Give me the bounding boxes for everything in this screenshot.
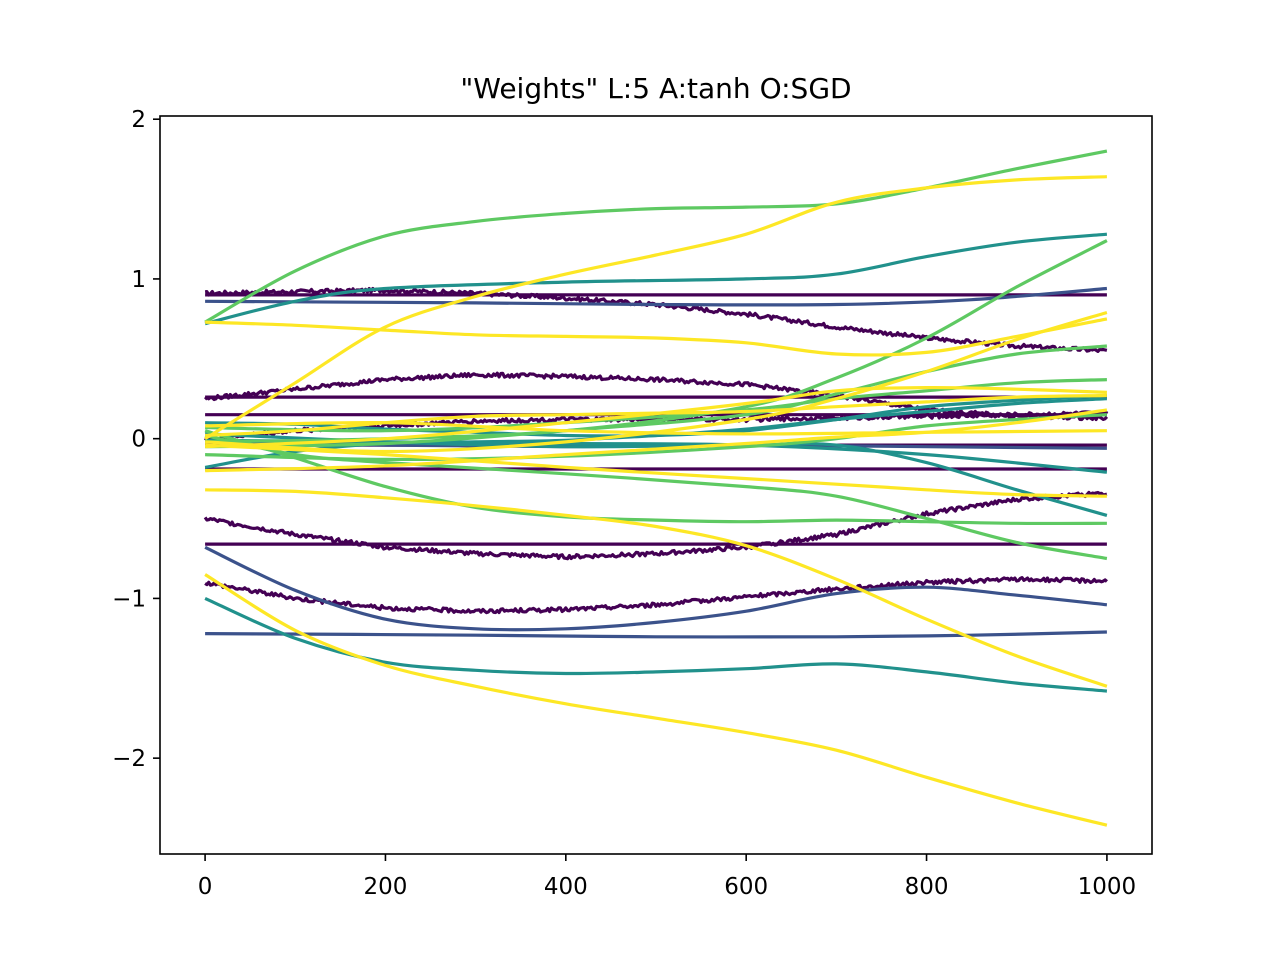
series-line-33 [205,393,1107,438]
series-line-31 [205,310,1108,454]
series-line-14 [205,630,1107,639]
series-line-16 [204,232,1108,326]
x-tick-label: 200 [364,874,408,900]
series-line-36 [205,443,1107,498]
x-tick-label: 400 [544,874,588,900]
x-axis: 0 200 400 600 800 1000 [198,854,1136,900]
y-tick-label: 1 [131,267,146,293]
y-tick-label: −1 [112,586,146,612]
y-axis: −2 −1 0 1 2 [112,107,160,772]
series-lines [203,149,1109,827]
series-line-27 [204,433,1108,561]
series-line-37 [205,488,1108,688]
series-line-3 [204,371,1109,422]
series-line-35 [205,408,1108,473]
series-line-38 [204,573,1108,827]
series-line-22 [204,149,1108,324]
x-tick-label: 0 [198,874,213,900]
series-line-30 [204,175,1107,441]
series-line-24 [205,344,1108,449]
series-line-28 [204,429,1107,526]
series-line-11 [204,576,1108,615]
series-line-26 [205,413,1107,462]
plot-frame [159,115,1153,855]
y-tick-label: −2 [112,746,146,772]
x-tick-label: 1000 [1078,874,1137,900]
x-tick-label: 600 [724,874,768,900]
series-line-12 [205,286,1108,307]
series-line-13 [204,545,1108,632]
series-line-29 [205,317,1108,357]
series-line-34 [205,420,1107,436]
y-tick-label: 2 [131,107,146,133]
chart-title: "Weights" L:5 A:tanh O:SGD [460,72,851,105]
x-tick-label: 800 [905,874,949,900]
y-tick-label: 0 [131,427,146,453]
series-line-32 [205,385,1107,449]
